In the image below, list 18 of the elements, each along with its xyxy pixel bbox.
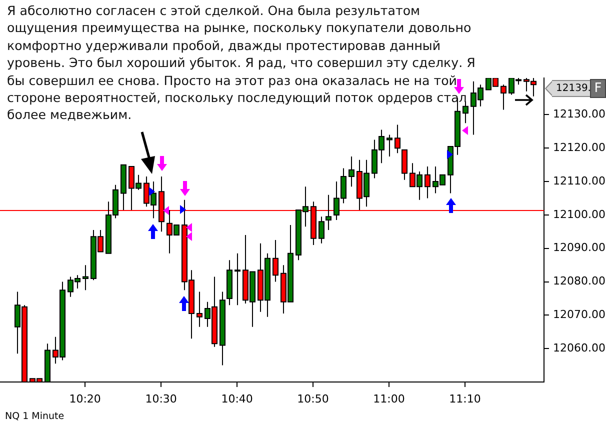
y-tick-label: 12110.00 (553, 174, 606, 188)
x-tick-label: 11:00 (373, 392, 405, 406)
x-tick-label: 11:10 (449, 392, 481, 406)
x-tick-label: 10:20 (69, 392, 101, 406)
x-tick-label: 10:30 (145, 392, 177, 406)
y-tick-label: 12080.00 (553, 274, 606, 288)
x-tick-label: 10:50 (297, 392, 329, 406)
y-tick-label: 12070.00 (553, 308, 606, 322)
y-tick-label: 12090.00 (553, 241, 606, 254)
x-tick-label: 10:40 (221, 392, 253, 406)
text: 12139. (552, 80, 593, 97)
text: NQ 1 Minute (5, 411, 64, 422)
y-tick-label: 12100.00 (553, 208, 606, 221)
y-tick-label: 12130.00 (553, 108, 606, 121)
annotation: Я абсолютно согласен с этой сделкой. Она была результатом ощущения преимущества на рынке, поскольку покупатели довольно комфортно удерживали пробой, дважды протестировав данный уровень. Это был хороший убыток. Я рад, что совершил эту сделку. Я бы совершил ее снова. Просто на этот раз она оказалась не на той стороне вероятностей, поскольку последующий поток ордеров стал более медвежьим. (7, 2, 476, 124)
y-tick-label: 12060.00 (553, 341, 606, 354)
y-tick-label: 12120.00 (553, 141, 606, 154)
text: F (590, 79, 606, 98)
